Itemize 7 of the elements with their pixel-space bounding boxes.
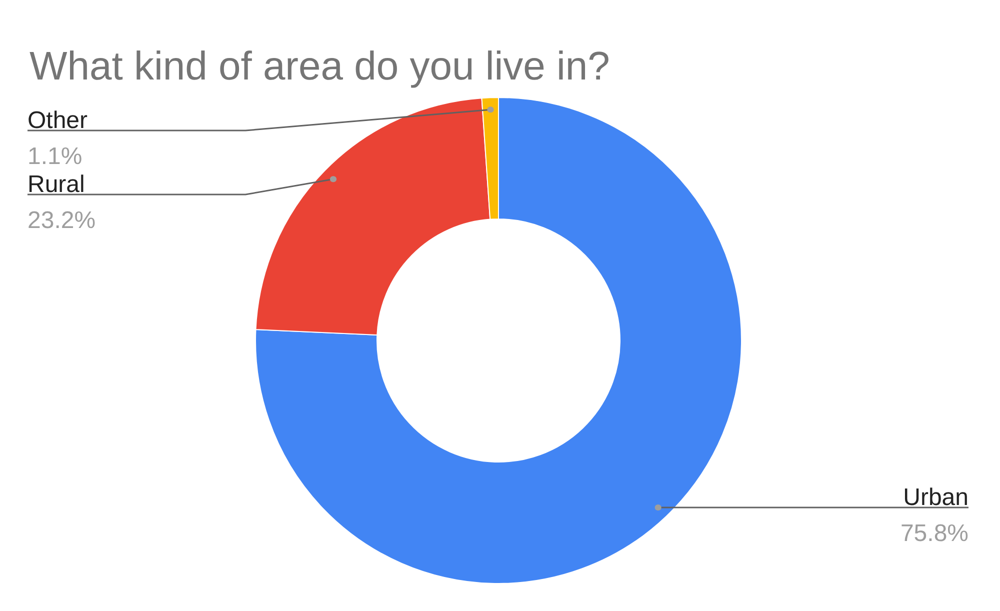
data-label: 1.1% <box>28 143 82 170</box>
data-label: 75.8% <box>900 520 969 548</box>
slice-label: Rural <box>28 171 85 198</box>
data-label: 23.2% <box>28 207 96 234</box>
slice-label: Urban <box>903 484 969 512</box>
slice-label: Other <box>28 107 88 134</box>
chart-title: What kind of area do you live in? <box>30 44 610 88</box>
